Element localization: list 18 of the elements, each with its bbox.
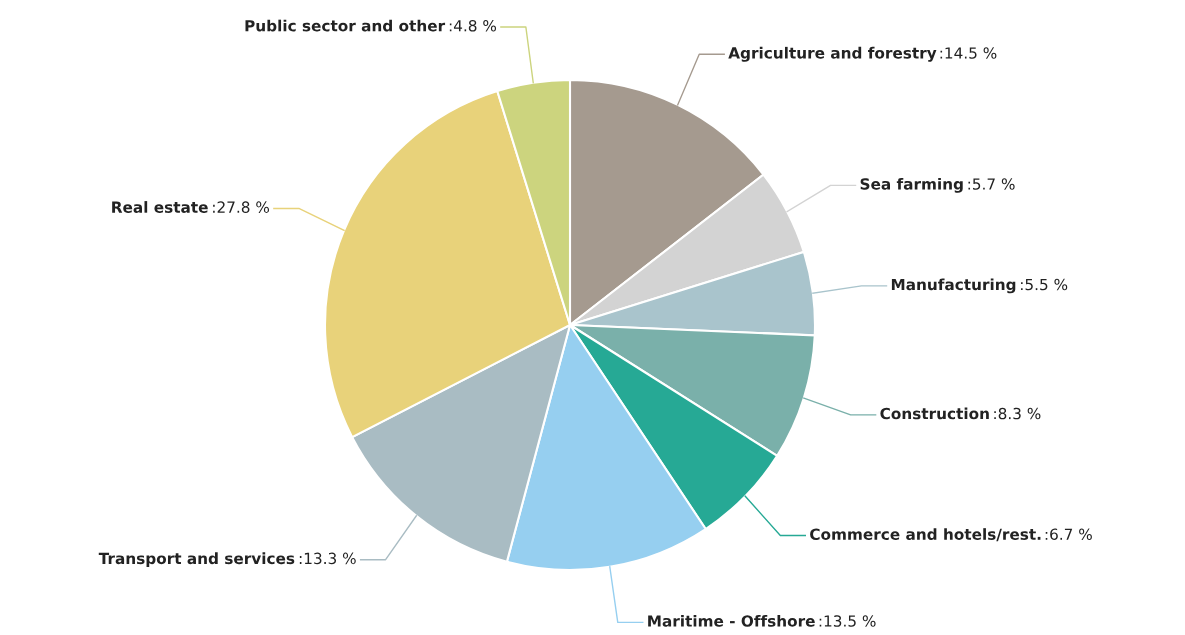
slice-label: Maritime - Offshore bbox=[648, 614, 815, 627]
data-label: :27.8 % bbox=[213, 201, 270, 213]
data-label: :8.3 % bbox=[994, 407, 1041, 420]
slice-label: Construction bbox=[880, 407, 989, 420]
slice-label: Commerce and hotels/rest. bbox=[810, 528, 1041, 542]
slice-label: Real estate bbox=[112, 201, 208, 213]
data-label: :14.5 % bbox=[940, 47, 997, 59]
data-label: :13.3 % bbox=[299, 552, 356, 565]
slice-label: Sea farming bbox=[860, 177, 963, 193]
slice-label: Manufacturing bbox=[891, 278, 1016, 294]
slice-label: Transport and services bbox=[98, 552, 295, 568]
data-label: :13.5 % bbox=[819, 615, 876, 627]
data-label: :5.5 % bbox=[1021, 278, 1068, 291]
data-label: :6.7 % bbox=[1045, 528, 1092, 540]
slice-label: Agriculture and forestry bbox=[728, 46, 937, 62]
data-label: :5.7 % bbox=[968, 178, 1015, 190]
slice-label: Public sector and other bbox=[245, 19, 446, 32]
data-label: :4.8 % bbox=[449, 19, 497, 32]
